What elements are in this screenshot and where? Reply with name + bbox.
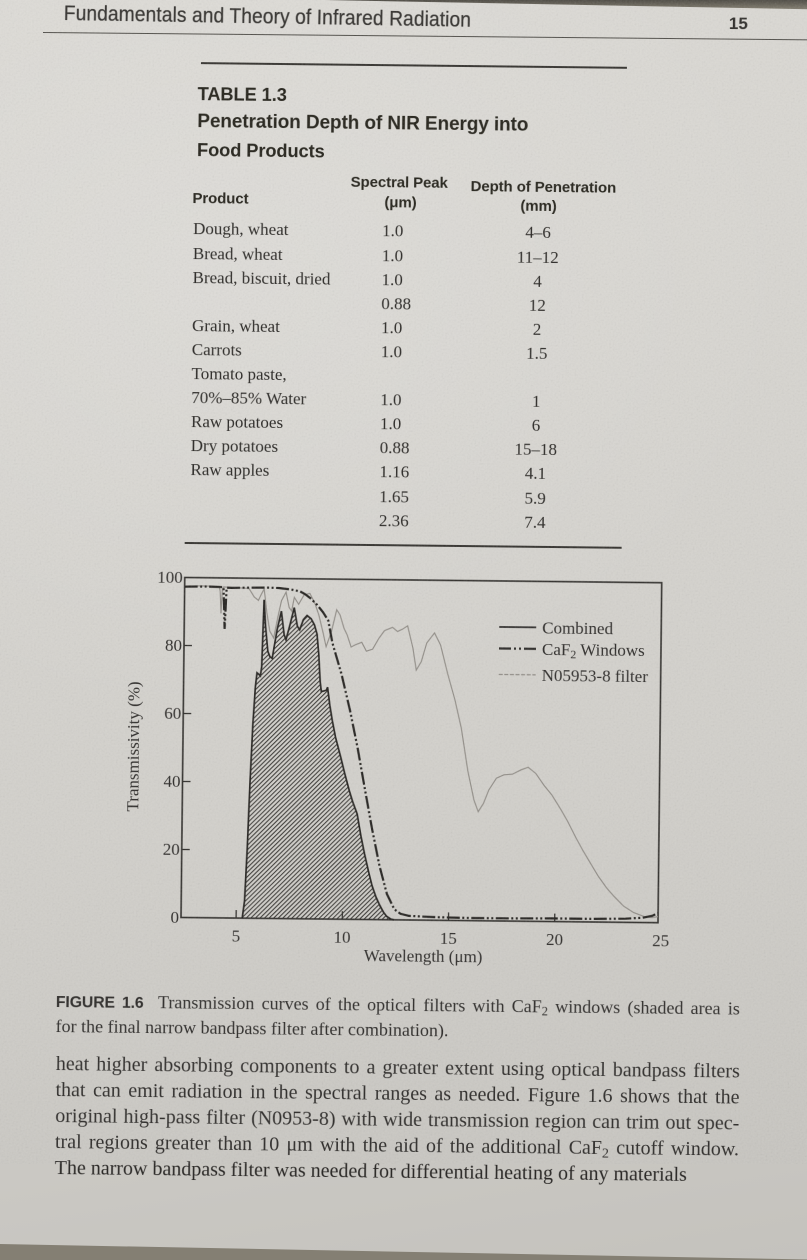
svg-text:0: 0: [170, 907, 179, 926]
svg-text:Transmissivity (%): Transmissivity (%): [123, 681, 143, 811]
svg-text:20: 20: [546, 929, 563, 948]
svg-text:CaF2 Windows: CaF2 Windows: [542, 639, 645, 661]
svg-text:25: 25: [652, 931, 669, 950]
svg-text:20: 20: [163, 839, 180, 858]
svg-text:80: 80: [165, 635, 182, 654]
svg-text:60: 60: [164, 703, 181, 722]
svg-text:40: 40: [163, 771, 180, 790]
svg-text:Combined: Combined: [542, 618, 614, 638]
svg-text:N05953-8 filter: N05953-8 filter: [542, 665, 649, 685]
svg-text:15: 15: [440, 928, 457, 947]
svg-text:100: 100: [157, 567, 183, 586]
svg-text:5: 5: [232, 926, 241, 945]
svg-text:Wavelength (μm): Wavelength (μm): [364, 945, 483, 965]
svg-text:10: 10: [334, 927, 351, 946]
